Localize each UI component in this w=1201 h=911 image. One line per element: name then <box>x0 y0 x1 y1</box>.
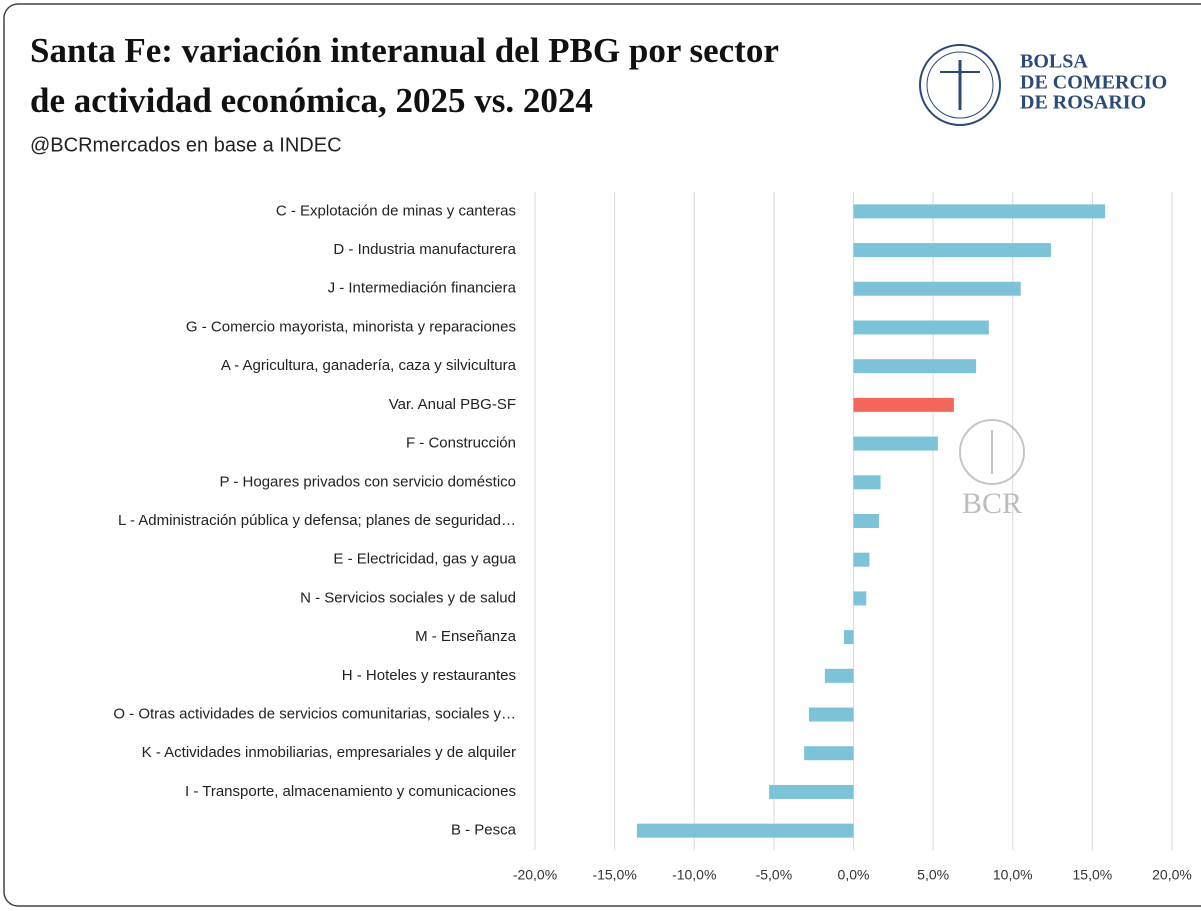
card <box>3 3 1201 907</box>
bar <box>853 204 1106 219</box>
y-tick-label: J - Intermediación financiera <box>328 280 517 297</box>
bar <box>853 281 1021 296</box>
bar <box>636 823 854 838</box>
bar <box>853 514 879 528</box>
y-tick-label: A - Agricultura, ganadería, caza y silvi… <box>221 357 517 374</box>
logo-text: DE ROSARIO <box>1020 92 1146 114</box>
y-tick-label: P - Hogares privados con servicio domést… <box>219 473 516 490</box>
y-tick-label: H - Hoteles y restaurantes <box>342 667 516 684</box>
x-tick-label: -10,0% <box>672 867 716 883</box>
logo-emblem <box>919 44 1001 126</box>
y-tick-label: D - Industria manufacturera <box>333 241 516 258</box>
chart-title: Santa Fe: variación interanual del PBG p… <box>30 31 779 70</box>
logo: BOLSA DE COMERCIO DE ROSARIO <box>919 44 1167 126</box>
x-tick-label: 5,0% <box>917 867 949 883</box>
logo-text: BOLSA <box>1020 51 1088 73</box>
logo-emblem <box>926 51 994 119</box>
bar <box>853 475 881 490</box>
chart-title: de actividad económica, 2025 vs. 2024 <box>30 81 593 120</box>
y-tick-label: O - Otras actividades de servicios comun… <box>113 705 516 722</box>
bar <box>853 591 867 606</box>
y-tick-label: M - Enseñanza <box>415 628 517 645</box>
x-tick-label: 20,0% <box>1152 867 1192 883</box>
y-tick-label: E - Electricidad, gas y agua <box>333 551 516 568</box>
bar <box>804 746 854 761</box>
bar <box>853 397 954 412</box>
x-tick-label: -5,0% <box>756 867 793 883</box>
bar <box>853 552 870 567</box>
bar <box>808 707 854 722</box>
y-tick-label: B - Pesca <box>451 822 517 839</box>
bar <box>853 243 1051 258</box>
x-tick-label: 10,0% <box>993 867 1033 883</box>
bar <box>824 668 854 683</box>
y-tick-label: I - Transporte, almacenamiento y comunic… <box>185 783 516 800</box>
watermark-text: BCR <box>962 487 1022 520</box>
y-tick-label: G - Comercio mayorista, minorista y repa… <box>186 318 516 335</box>
y-tick-label: Var. Anual PBG-SF <box>389 396 516 413</box>
y-tick-label: N - Servicios sociales y de salud <box>300 589 516 606</box>
watermark-emblem <box>959 419 1025 485</box>
chart-subtitle: @BCRmercados en base a INDEC <box>30 134 342 156</box>
x-tick-label: 0,0% <box>838 867 870 883</box>
y-tick-label: F - Construcción <box>406 435 516 452</box>
bar <box>853 436 938 451</box>
x-tick-label: 15,0% <box>1073 867 1113 883</box>
bar <box>853 359 977 374</box>
x-tick-label: -15,0% <box>592 867 636 883</box>
y-tick-label: K - Actividades inmobiliarias, empresari… <box>142 744 516 761</box>
bar <box>853 320 989 335</box>
y-tick-label: C - Explotación de minas y canteras <box>276 202 516 219</box>
bar <box>769 784 854 799</box>
x-tick-label: -20,0% <box>513 867 557 883</box>
y-tick-label: L - Administración pública y defensa; pl… <box>118 512 516 529</box>
plot-area: -20,0% -15,0% -10,0% -5,0% 0,0% 5,0% 10,0% 15,0… <box>113 192 1192 883</box>
watermark: BCR <box>959 419 1025 520</box>
bar <box>843 630 854 645</box>
logo-text: DE COMERCIO <box>1020 72 1167 94</box>
